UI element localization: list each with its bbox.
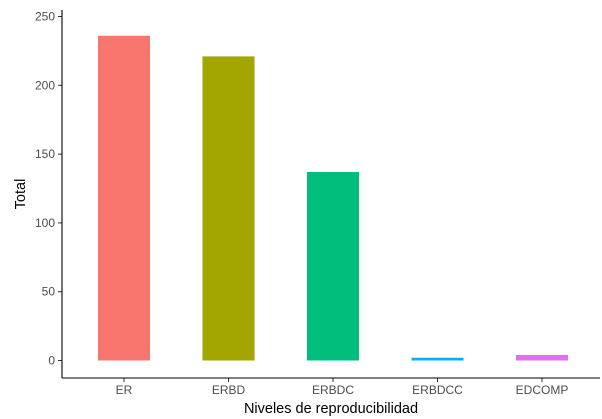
y-tick-label: 100 xyxy=(35,216,55,230)
y-tick-label: 250 xyxy=(35,10,55,24)
x-tick-label-erbdcc: ERBDCC xyxy=(412,383,463,397)
bar-edcomp xyxy=(516,354,568,361)
x-tick-label-er: ER xyxy=(116,383,133,397)
x-axis-ticks: ER ERBD ERBDC ERBDCC EDCOMP xyxy=(116,378,569,397)
y-tick-label: 200 xyxy=(35,78,55,92)
y-tick-label: 0 xyxy=(48,354,55,368)
x-tick-label-edcomp: EDCOMP xyxy=(516,383,569,397)
y-tick-label: 50 xyxy=(42,285,56,299)
bar-erbdcc xyxy=(411,357,464,361)
bar-er xyxy=(98,35,150,361)
x-axis-title: Niveles de reproducibilidad xyxy=(244,401,418,417)
y-axis-title: Total xyxy=(13,179,29,210)
bars-layer xyxy=(98,35,568,361)
y-axis-ticks: 0 50 100 150 200 250 xyxy=(35,10,62,368)
y-tick-label: 150 xyxy=(35,147,55,161)
bar-erbdc xyxy=(307,171,359,361)
bar-erbd xyxy=(202,56,255,361)
x-tick-label-erbdc: ERBDC xyxy=(312,383,354,397)
x-tick-label-erbd: ERBD xyxy=(212,383,246,397)
